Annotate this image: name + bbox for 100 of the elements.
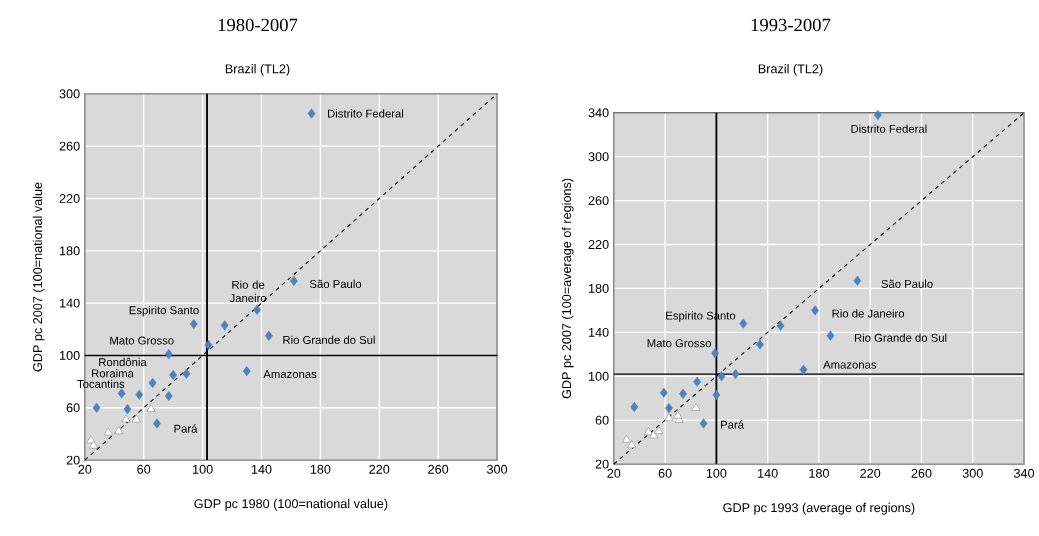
point [649, 430, 658, 439]
x-tick-label: 220 [369, 464, 390, 474]
y-tick-label: 20 [66, 455, 80, 465]
annotation: Distrito Federal [328, 109, 404, 118]
annotation: Roraima [92, 369, 134, 378]
x-tick-label: 140 [758, 468, 778, 478]
x-tick-label: 220 [860, 468, 881, 478]
y-tick-label: 180 [60, 246, 80, 256]
point [853, 275, 862, 286]
y-axis-title: GDP pc 2007 (100=average of regions) [561, 178, 574, 399]
y-tick-label: 260 [59, 141, 80, 151]
point [164, 349, 173, 360]
point [717, 371, 726, 382]
point [265, 330, 273, 341]
point [731, 369, 740, 380]
point [146, 404, 156, 412]
point [253, 304, 261, 315]
y-tick-label: 300 [588, 152, 609, 162]
x-tick-label: 340 [1013, 468, 1035, 478]
point [673, 410, 683, 419]
point [103, 427, 113, 436]
point [811, 305, 819, 316]
point [169, 370, 178, 381]
point [148, 377, 157, 389]
chart-subtitle: Brazil (TL2) [758, 63, 823, 76]
point [776, 320, 785, 331]
point [664, 412, 674, 421]
x-tick-label: 140 [251, 464, 272, 474]
annotation: Rio Grande do Sul [854, 333, 947, 342]
point [712, 389, 721, 401]
annotation: Tocantins [77, 379, 125, 389]
y-tick-label: 220 [588, 240, 609, 250]
y-tick-label: 180 [588, 283, 609, 293]
point [164, 390, 173, 402]
point [290, 275, 298, 286]
y-tick-label: 100 [588, 371, 609, 381]
point [89, 440, 99, 449]
y-tick-label: 140 [60, 298, 80, 308]
point [654, 426, 664, 434]
point [826, 330, 835, 341]
x-tick-label: 180 [310, 464, 331, 474]
annotation: Rio de Janeiro [832, 309, 905, 318]
point [644, 427, 653, 435]
point [135, 389, 144, 400]
point [307, 108, 316, 119]
point [699, 418, 708, 429]
y-tick-label: 60 [595, 415, 609, 425]
annotation: Rio Grande do Sul [283, 335, 375, 344]
point [665, 403, 673, 414]
y-tick-label: 300 [59, 89, 80, 99]
point [630, 401, 639, 413]
point [679, 388, 687, 399]
x-tick-label: 260 [911, 468, 932, 478]
annotation: Pará [174, 424, 198, 433]
x-tick-label: 100 [193, 464, 213, 474]
point [622, 434, 632, 443]
annotation: Amazonas [823, 360, 877, 369]
annotation: Espirito Santo [129, 305, 199, 317]
chart-title: 1980-2007 [218, 18, 298, 32]
point [659, 387, 668, 398]
annotation: Rondônia [99, 357, 147, 367]
y-tick-label: 220 [59, 194, 80, 203]
y-tick-label: 100 [60, 351, 80, 360]
annotation: Mato Grosso [110, 336, 174, 345]
point [711, 348, 719, 359]
x-tick-label: 20 [78, 464, 92, 474]
y-tick-label: 260 [588, 196, 609, 206]
y-tick-label: 140 [588, 327, 609, 337]
annotation: Mato Grosso [647, 339, 712, 348]
x-tick-label: 180 [809, 468, 829, 478]
point [693, 376, 702, 387]
point [114, 426, 124, 435]
point [220, 320, 229, 331]
point [123, 404, 132, 415]
chart-subtitle: Brazil (TL2) [225, 63, 290, 76]
annotation: Distrito Federal [851, 124, 927, 133]
point [204, 339, 213, 351]
point [117, 388, 126, 399]
point [799, 364, 808, 375]
x-tick-label: 60 [658, 468, 672, 478]
point [189, 319, 198, 330]
x-tick-label: 20 [607, 468, 621, 478]
x-tick-label: 260 [428, 464, 449, 474]
x-axis-title: GDP pc 1993 (average of regions) [723, 502, 915, 515]
point [92, 402, 101, 413]
chart-title: 1993-2007 [751, 18, 831, 32]
point [691, 403, 701, 411]
point [756, 339, 764, 350]
point [242, 366, 251, 377]
annotation: Pará [721, 420, 744, 429]
x-tick-label: 300 [962, 468, 983, 478]
annotation: Rio de Janeiro [229, 280, 267, 303]
x-axis-title: GDP pc 1980 (100=national value) [194, 498, 388, 511]
point [739, 318, 748, 329]
x-tick-label: 100 [706, 468, 727, 478]
annotation: São Paulo [309, 279, 362, 289]
x-tick-label: 60 [137, 464, 151, 474]
point [131, 414, 141, 423]
y-tick-label: 60 [66, 403, 80, 413]
y-tick-label: 340 [588, 108, 609, 118]
